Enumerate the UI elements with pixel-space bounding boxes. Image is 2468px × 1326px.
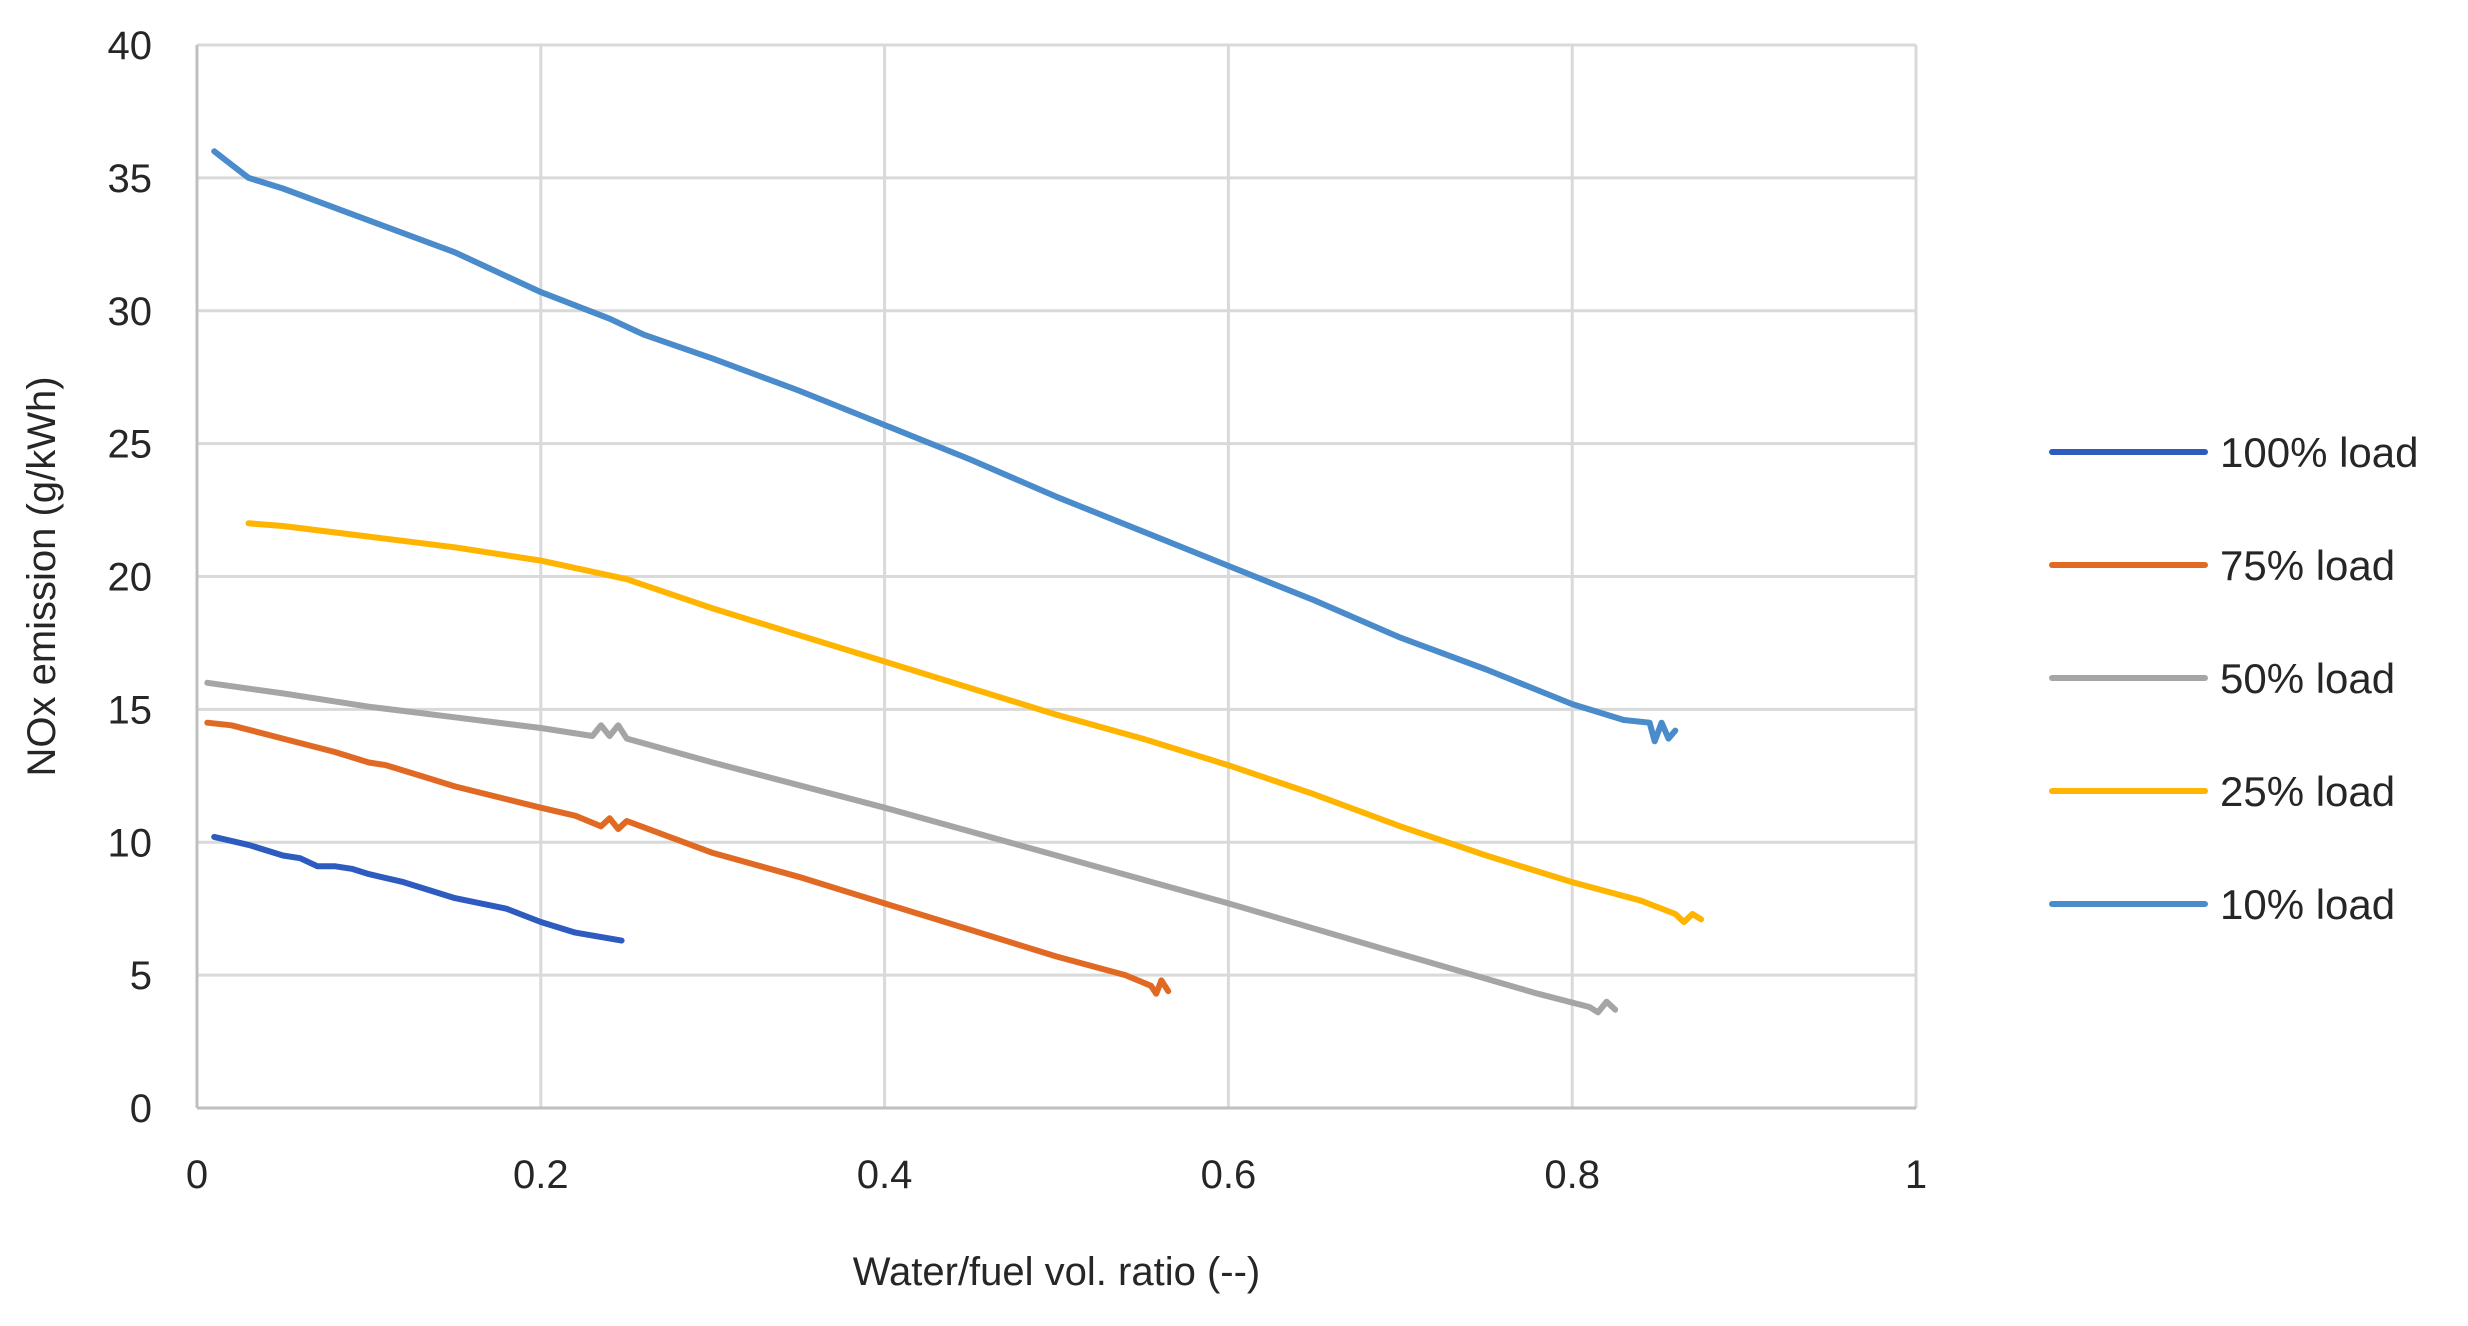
y-tick-label: 5 [130, 954, 152, 998]
legend-label-100-load: 100% load [2220, 429, 2419, 476]
x-tick-label: 0.8 [1544, 1153, 1600, 1197]
legend-label-50-load: 50% load [2220, 655, 2395, 702]
series-line-75-load [204, 719, 1172, 997]
legend-label-10-load: 10% load [2220, 881, 2395, 928]
y-axis-tick-labels: 0 5 10 15 20 25 30 35 40 [108, 24, 153, 1131]
legend-label-25-load: 25% load [2220, 768, 2395, 815]
y-tick-label: 40 [108, 24, 153, 68]
x-tick-label: 0.4 [857, 1153, 913, 1197]
x-tick-label: 0 [186, 1153, 208, 1197]
legend-label-75-load: 75% load [2220, 542, 2395, 589]
x-tick-label: 0.6 [1201, 1153, 1257, 1197]
plot-axes [195, 45, 1916, 1110]
x-axis-title: Water/fuel vol. ratio (--) [853, 1250, 1260, 1294]
y-axis-title: NOx emission (g/kWh) [20, 376, 64, 776]
series-line-50-load [204, 679, 1619, 1016]
y-tick-label: 30 [108, 290, 153, 334]
x-tick-label: 0.2 [513, 1153, 569, 1197]
horizontal-gridlines [197, 43, 1916, 1110]
y-tick-label: 35 [108, 157, 153, 201]
data-series-lines [204, 148, 1705, 1016]
series-line-100-load [211, 833, 625, 944]
legend: 100% load 75% load 50% load 25% load 10% loa… [2049, 429, 2419, 928]
y-tick-label: 15 [108, 688, 153, 732]
y-tick-label: 10 [108, 821, 153, 865]
y-tick-label: 25 [108, 423, 153, 467]
y-tick-label: 0 [130, 1087, 152, 1131]
x-axis-tick-labels: 0 0.2 0.4 0.6 0.8 1 [186, 1153, 1927, 1197]
series-line-25-load [245, 520, 1705, 925]
y-tick-label: 20 [108, 556, 153, 600]
series-line-10-load [211, 148, 1679, 745]
x-tick-label: 1 [1905, 1153, 1927, 1197]
